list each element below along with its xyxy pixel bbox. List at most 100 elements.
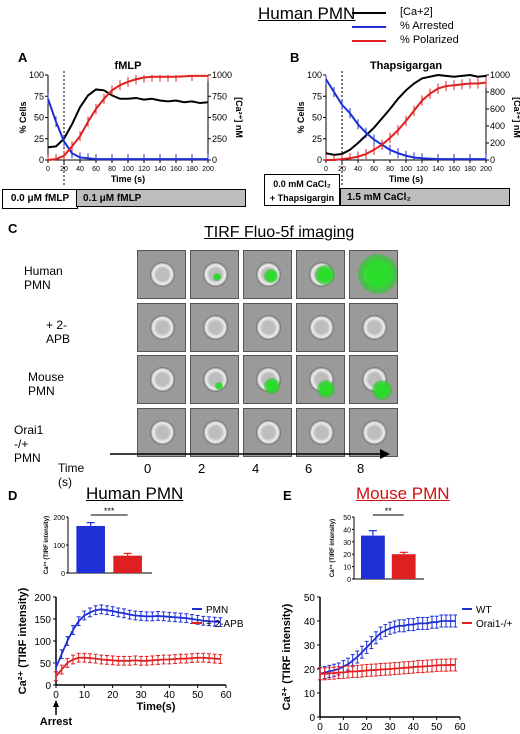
y-tick-label: 25 [312, 134, 322, 144]
inset-y-tick-label: 50 [343, 515, 351, 522]
cell-outline [256, 420, 281, 445]
inset-y-tick-label: 0 [347, 577, 351, 584]
y-tick-label: 10 [304, 689, 316, 700]
y2-tick-label: 0 [212, 155, 217, 165]
y2-tick-label: 600 [490, 104, 505, 114]
micrograph-cell [137, 250, 186, 299]
cell-outline [309, 315, 334, 340]
x-tick-label: 30 [384, 722, 396, 730]
micrograph-cell [137, 303, 186, 352]
x-tick-label: 10 [338, 722, 350, 730]
micrograph-cell [349, 303, 398, 352]
x-tick-label: 140 [432, 166, 444, 173]
figure-title: Human PMN [258, 4, 355, 24]
cell-outline [150, 367, 175, 392]
y2-tick-label: 1000 [212, 70, 232, 80]
micrograph-cell [296, 250, 345, 299]
x-tick-label: 60 [220, 690, 232, 701]
y-tick-label: 50 [40, 659, 52, 670]
legend-label-0: WT [476, 605, 492, 616]
y-tick-label: 50 [34, 113, 44, 123]
cell-outline [203, 420, 228, 445]
x-tick-label: 0 [46, 166, 50, 173]
calcium-signal [264, 269, 278, 283]
micrograph-cell [243, 303, 292, 352]
inset-bar-0 [361, 536, 385, 579]
x-axis-label: Time (s) [111, 174, 145, 184]
cell-outline [256, 315, 281, 340]
y2-axis-label: [Ca²⁺] nM [512, 97, 520, 138]
micrograph-cell [190, 355, 239, 404]
time-tick-4: 4 [252, 461, 259, 476]
y-axis-label: Ca²⁺ (TIRF intensity) [281, 603, 293, 710]
micrograph-cell [349, 250, 398, 299]
y-tick-label: 50 [304, 593, 316, 604]
panel-e-letter: E [283, 488, 292, 503]
x-tick-label: 40 [164, 690, 176, 701]
inset-y-tick-label: 40 [343, 527, 351, 534]
calcium-signal [358, 254, 398, 294]
y-tick-label: 75 [312, 91, 322, 101]
y-tick-label: 50 [312, 113, 322, 123]
panel-e-title: Mouse PMN [356, 484, 450, 504]
calcium-signal [264, 378, 280, 394]
y2-tick-label: 750 [212, 91, 227, 101]
y-tick-label: 100 [29, 70, 44, 80]
inset-y-tick-label: 100 [53, 543, 65, 550]
y-tick-label: 0 [309, 713, 315, 724]
time-tick-8: 8 [357, 461, 364, 476]
y2-tick-label: 800 [490, 87, 505, 97]
x-tick-label: 100 [400, 166, 412, 173]
inset-y-axis-label: Ca²⁺ (TIRF intensity) [43, 516, 50, 574]
time-arrow [110, 448, 390, 460]
y-tick-label: 0 [317, 155, 322, 165]
cell-outline [362, 420, 387, 445]
x-tick-label: 0 [324, 166, 328, 173]
cell-outline [203, 315, 228, 340]
time-tick-2: 2 [198, 461, 205, 476]
cell-outline [150, 315, 175, 340]
top-legend: [Ca+2] % Arrested % Polarized [352, 6, 512, 48]
y2-tick-label: 0 [490, 155, 495, 165]
legend-label-1: + 2-APB [206, 619, 244, 630]
arrest-label: Arrest [40, 716, 73, 728]
inset-y-tick-label: 10 [343, 565, 351, 572]
x-tick-label: 60 [454, 722, 466, 730]
x-axis-label: Time(s) [137, 701, 176, 713]
x-axis-label: Time (s) [389, 174, 423, 184]
y-axis-label: % Cells [296, 101, 306, 133]
y-tick-label: 150 [34, 615, 51, 626]
y-tick-label: 25 [34, 134, 44, 144]
panel-a-box-2: 0.1 μM fMLP [76, 189, 246, 207]
row-label-human: Human PMN [24, 264, 63, 292]
legend-item-arrested: % Arrested [352, 20, 512, 34]
arrest-arrow-head [53, 700, 59, 707]
x-tick-label: 60 [370, 166, 378, 173]
inset-y-tick-label: 30 [343, 540, 351, 547]
cell-outline [150, 262, 175, 287]
inset-sig-label: *** [104, 506, 115, 516]
x-tick-label: 180 [186, 166, 198, 173]
x-tick-label: 200 [202, 166, 214, 173]
calcium-signal [213, 273, 221, 281]
legend-label-1: Orai1-/+ [476, 619, 513, 630]
cell-outline [309, 420, 334, 445]
x-tick-label: 160 [170, 166, 182, 173]
row-label-orai1: Orai1 -/+ PMN [14, 423, 43, 465]
x-tick-label: 20 [60, 166, 68, 173]
inset-y-tick-label: 20 [343, 552, 351, 559]
micrograph-cell [296, 355, 345, 404]
x-tick-label: 160 [448, 166, 460, 173]
chart-title: Thapsigargan [370, 60, 442, 72]
row-label-2apb: + 2-APB [46, 318, 70, 346]
panel-d-title: Human PMN [86, 484, 183, 504]
row-label-mouse: Mouse PMN [28, 370, 64, 398]
y-tick-label: 0 [45, 681, 51, 692]
series-line-0 [48, 89, 208, 147]
inset-y-axis-label: Ca²⁺ (TIRF intensity) [329, 519, 336, 577]
panel-c-title: TIRF Fluo-5f imaging [204, 224, 354, 242]
chart-e: 010203040500102030405060Time (s)Ca²⁺ (TI… [262, 505, 520, 730]
x-tick-label: 80 [108, 166, 116, 173]
x-tick-label: 30 [135, 690, 147, 701]
cell-outline [362, 315, 387, 340]
